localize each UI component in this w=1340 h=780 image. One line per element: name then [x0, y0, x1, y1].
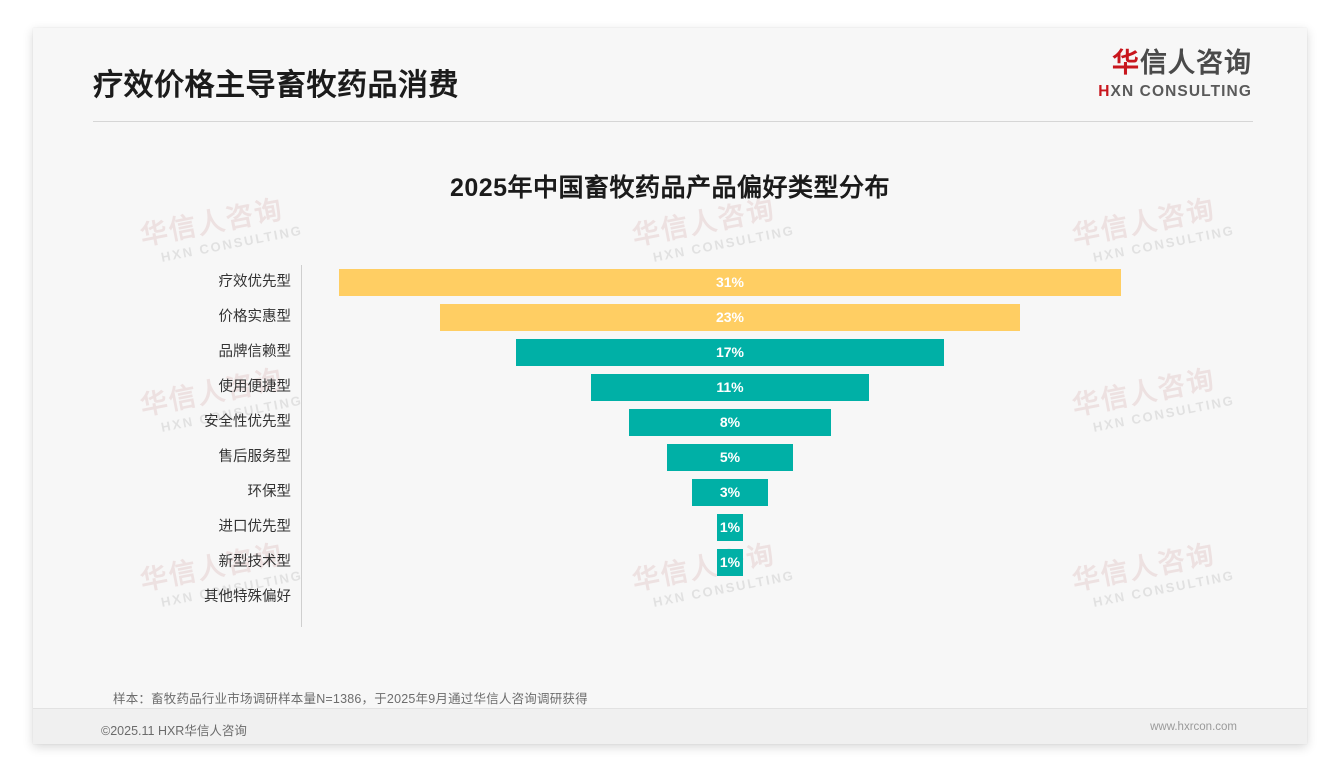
chart-row: 价格实惠型 23% — [33, 300, 1307, 335]
funnel-bar[interactable]: 31% — [339, 269, 1121, 296]
bar-zone — [306, 580, 1307, 615]
slide-header: 疗效价格主导畜牧药品消费 华信人咨询 HXN CONSULTING — [33, 28, 1307, 124]
slide-card: 华信人咨询 HXN CONSULTING 华信人咨询 HXN CONSULTIN… — [33, 28, 1307, 744]
category-label: 疗效优先型 — [218, 274, 292, 290]
logo-cn-rest: 信人咨询 — [1140, 48, 1252, 78]
slide-footer: ©2025.11 HXR华信人咨询 www.hxrcon.com — [33, 709, 1307, 744]
bar-zone: 23% — [306, 300, 1307, 335]
category-label: 新型技术型 — [218, 554, 292, 570]
chart-row: 环保型 3% — [33, 475, 1307, 510]
header-divider — [93, 121, 1253, 122]
logo-h-char: H — [1098, 83, 1111, 100]
chart-title: 2025年中国畜牧药品产品偏好类型分布 — [449, 174, 891, 202]
category-label: 其他特殊偏好 — [204, 589, 291, 605]
chart-row: 安全性优先型 8% — [33, 405, 1307, 440]
category-label: 品牌信赖型 — [218, 344, 292, 360]
bar-zone: 31% — [306, 265, 1307, 300]
funnel-bar[interactable]: 1% — [717, 549, 743, 576]
funnel-bar[interactable]: 11% — [591, 374, 869, 401]
page-title: 疗效价格主导畜牧药品消费 — [93, 69, 459, 102]
category-label: 价格实惠型 — [218, 309, 292, 325]
funnel-bar[interactable]: 8% — [629, 409, 831, 436]
chart-row: 其他特殊偏好 — [33, 580, 1307, 615]
category-axis-line — [301, 265, 302, 627]
logo-cn-text: 华信人咨询 — [1098, 50, 1252, 77]
category-label: 售后服务型 — [218, 449, 292, 465]
bar-zone: 8% — [306, 405, 1307, 440]
chart-rows: 疗效优先型 31% 价格实惠型 23% 品牌信赖型 17% 使用便捷型 11% 安全性优先型 8%… — [33, 265, 1307, 615]
bar-zone: 5% — [306, 440, 1307, 475]
bar-zone: 1% — [306, 545, 1307, 580]
bar-zone: 1% — [306, 510, 1307, 545]
funnel-bar[interactable]: 1% — [717, 514, 743, 541]
chart-row: 疗效优先型 31% — [33, 265, 1307, 300]
funnel-chart: 疗效优先型 31% 价格实惠型 23% 品牌信赖型 17% 使用便捷型 11% 安全性优先型 8%… — [33, 253, 1307, 653]
funnel-bar[interactable]: 17% — [515, 339, 945, 366]
bar-zone: 17% — [306, 335, 1307, 370]
source-footnote: 样本：畜牧药品行业市场调研样本量N=1386，于2025年9月通过华信人咨询调研… — [113, 692, 588, 706]
logo-en-text: HXN CONSULTING — [1098, 84, 1252, 100]
bar-zone: 11% — [306, 370, 1307, 405]
funnel-bar[interactable]: 3% — [692, 479, 768, 506]
funnel-bar[interactable]: 23% — [439, 304, 1021, 331]
category-label: 环保型 — [247, 484, 292, 500]
chart-row: 品牌信赖型 17% — [33, 335, 1307, 370]
chart-row: 新型技术型 1% — [33, 545, 1307, 580]
category-label: 使用便捷型 — [218, 379, 292, 395]
funnel-bar[interactable]: 5% — [666, 444, 794, 471]
copyright-text: ©2025.11 HXR华信人咨询 — [101, 724, 247, 738]
chart-row: 使用便捷型 11% — [33, 370, 1307, 405]
category-label: 进口优先型 — [218, 519, 292, 535]
company-logo: 华信人咨询 HXN CONSULTING — [1098, 50, 1252, 100]
logo-hua-char: 华 — [1112, 48, 1140, 78]
footer-divider — [33, 708, 1307, 709]
logo-en-rest: XN CONSULTING — [1110, 83, 1252, 100]
bar-zone: 3% — [306, 475, 1307, 510]
website-text: www.hxrcon.com — [1150, 721, 1237, 733]
chart-row: 售后服务型 5% — [33, 440, 1307, 475]
category-label: 安全性优先型 — [204, 414, 291, 430]
chart-row: 进口优先型 1% — [33, 510, 1307, 545]
